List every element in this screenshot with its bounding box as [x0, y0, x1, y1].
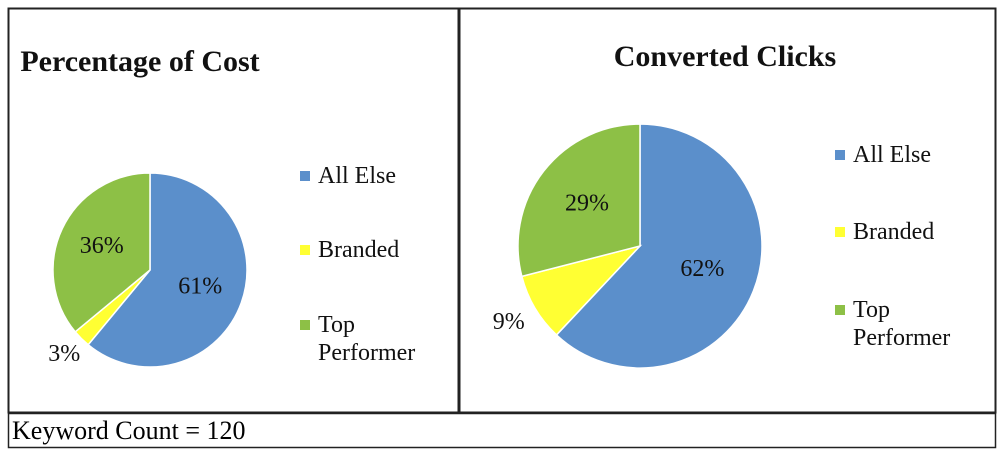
data-label: 36%: [80, 233, 124, 259]
legend-swatch: [300, 171, 310, 181]
legend-label: Top Performer: [318, 312, 416, 366]
legend-swatch: [835, 305, 845, 315]
footer-border: [7, 412, 997, 449]
legend-label: All Else: [318, 163, 396, 189]
data-label: 29%: [565, 190, 609, 216]
legend-swatch: [300, 320, 310, 330]
data-label: 9%: [493, 309, 525, 335]
chart-title: Converted Clicks: [613, 40, 837, 73]
legend-label: Branded: [318, 237, 400, 263]
data-label: 62%: [680, 256, 724, 282]
outer-border: [7, 7, 997, 414]
pie-slice: [87, 172, 248, 368]
pie-slice: [555, 123, 763, 369]
legend-swatch: [835, 227, 845, 237]
data-label: 61%: [178, 274, 222, 300]
chart-title: Percentage of Cost: [20, 45, 260, 78]
legend-label: Branded: [853, 219, 935, 245]
pie-slice: [52, 172, 151, 333]
legend-label: All Else: [853, 142, 931, 168]
data-label: 3%: [48, 341, 80, 367]
legend-label: Top Performer: [853, 297, 951, 351]
pie-slice: [517, 123, 641, 278]
footer: Keyword Count = 120: [12, 416, 246, 445]
legend-swatch: [300, 245, 310, 255]
legend-swatch: [835, 150, 845, 160]
